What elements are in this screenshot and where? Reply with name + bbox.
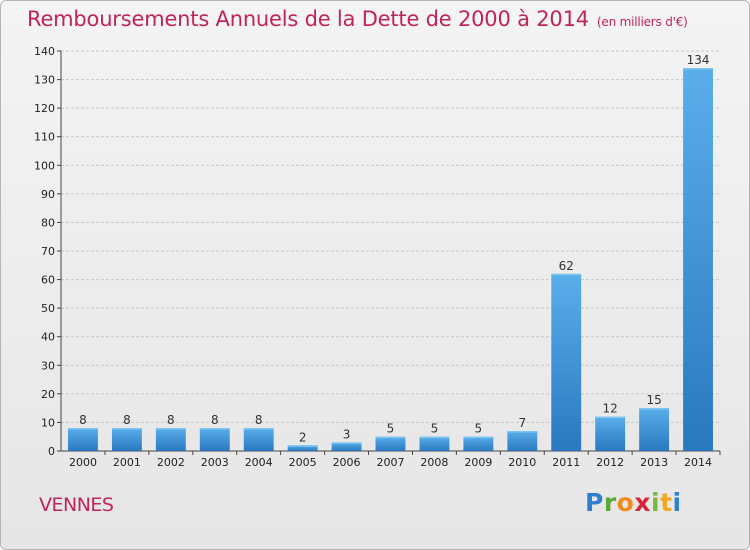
data-label: 5	[431, 422, 439, 436]
bar-highlight	[243, 428, 274, 430]
y-tick-label: 90	[41, 188, 55, 201]
bar-highlight	[639, 408, 670, 410]
bar-highlight	[507, 431, 538, 433]
y-tick-label: 40	[41, 331, 55, 344]
data-label: 8	[255, 413, 263, 427]
logo-letter: t	[660, 488, 673, 517]
data-label: 62	[559, 259, 574, 273]
bar-highlight	[595, 416, 626, 419]
title-text: Remboursements Annuels de la Dette de 20…	[27, 7, 589, 31]
bar	[683, 68, 713, 452]
data-label: 134	[687, 53, 710, 67]
logo-letter: i	[672, 488, 682, 517]
bar	[243, 428, 274, 451]
logo-letter: r	[603, 488, 617, 517]
bar	[287, 445, 318, 451]
bar	[507, 431, 538, 451]
y-tick-label: 0	[48, 445, 55, 458]
x-tick-label: 2008	[420, 456, 448, 469]
chart-title: Remboursements Annuels de la Dette de 20…	[27, 7, 688, 31]
bar	[199, 428, 230, 451]
bar-highlight	[463, 436, 494, 439]
data-label: 3	[343, 427, 351, 441]
bar	[331, 442, 362, 451]
x-tick-label: 2014	[684, 456, 712, 469]
x-tick-label: 2000	[69, 456, 97, 469]
x-tick-label: 2005	[289, 456, 317, 469]
data-label: 5	[475, 422, 483, 436]
data-label: 15	[646, 393, 661, 407]
city-name: VENNES	[39, 494, 114, 516]
x-tick-label: 2004	[245, 456, 273, 469]
y-tick-label: 100	[34, 159, 55, 172]
data-label: 8	[167, 413, 175, 427]
x-tick-label: 2003	[201, 456, 229, 469]
data-label: 8	[211, 413, 219, 427]
data-label: 8	[123, 413, 131, 427]
y-tick-label: 70	[41, 245, 55, 258]
bar-highlight	[375, 436, 406, 439]
x-tick-label: 2006	[333, 456, 361, 469]
logo-letter: P	[585, 488, 604, 517]
bar	[375, 436, 406, 451]
x-tick-label: 2007	[377, 456, 405, 469]
logo-letter: x	[634, 488, 651, 517]
proxiti-logo: Proxiti	[585, 488, 682, 517]
data-label: 2	[299, 430, 307, 444]
bar-highlight	[111, 428, 142, 430]
y-tick-label: 60	[41, 274, 55, 287]
x-tick-label: 2013	[640, 456, 668, 469]
data-label: 7	[518, 416, 526, 430]
logo-letter: o	[616, 488, 635, 517]
bar	[419, 436, 450, 451]
bar	[551, 273, 582, 451]
y-tick-label: 10	[41, 416, 55, 429]
x-tick-label: 2012	[596, 456, 624, 469]
y-tick-label: 80	[41, 216, 55, 229]
bar-highlight	[68, 428, 98, 430]
x-tick-label: 2001	[113, 456, 141, 469]
y-tick-label: 50	[41, 302, 55, 315]
bar-highlight	[155, 428, 186, 430]
x-tick-label: 2002	[157, 456, 185, 469]
y-tick-label: 20	[41, 388, 55, 401]
bar-highlight	[287, 445, 318, 447]
data-label: 5	[387, 422, 395, 436]
bar	[155, 428, 186, 451]
plot-area	[61, 51, 720, 451]
bar-highlight	[331, 442, 362, 444]
y-tick-label: 110	[34, 131, 55, 144]
bar-highlight	[419, 436, 450, 439]
data-label: 8	[79, 413, 87, 427]
bar-highlight	[683, 68, 713, 70]
y-tick-label: 140	[34, 45, 55, 58]
bar-highlight	[199, 428, 230, 430]
x-tick-label: 2011	[552, 456, 580, 469]
y-tick-label: 120	[34, 102, 55, 115]
bar	[639, 408, 670, 451]
bar	[68, 428, 98, 451]
chart-subtitle: (en milliers d'€)	[596, 15, 688, 29]
x-tick-label: 2009	[464, 456, 492, 469]
bar	[111, 428, 142, 451]
y-tick-label: 30	[41, 359, 55, 372]
logo-letter: i	[651, 488, 661, 517]
bar-highlight	[551, 273, 582, 276]
bar	[463, 436, 494, 451]
x-tick-label: 2010	[508, 456, 536, 469]
y-tick-label: 130	[34, 74, 55, 87]
data-label: 12	[603, 402, 618, 416]
bar	[595, 416, 626, 451]
